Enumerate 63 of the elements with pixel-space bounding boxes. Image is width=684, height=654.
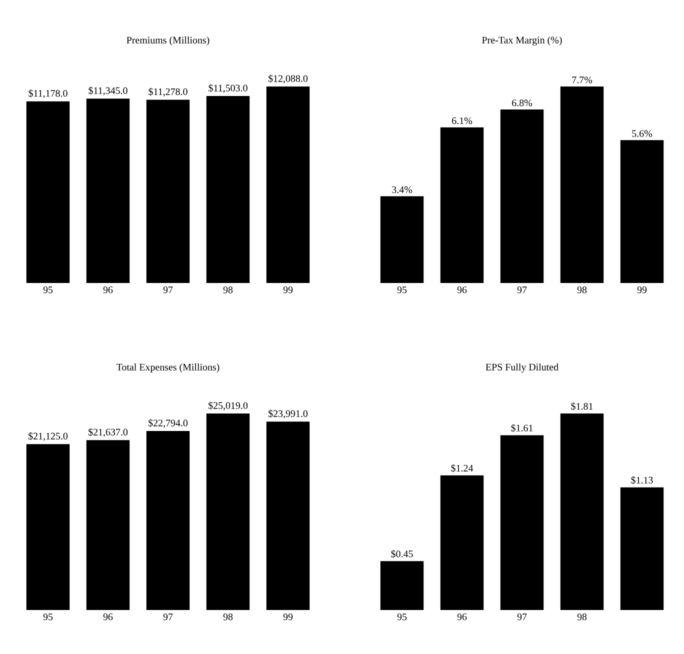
x-tick-label: 98 xyxy=(223,614,233,620)
bar xyxy=(86,98,130,283)
x-tick-label: 97 xyxy=(517,286,527,294)
data-label: 3.4% xyxy=(392,186,412,194)
bar xyxy=(560,86,604,283)
bar xyxy=(440,475,484,610)
bar xyxy=(266,422,310,610)
x-tick-label: 96 xyxy=(457,286,467,294)
x-tick-label: 96 xyxy=(103,614,113,620)
bar xyxy=(146,100,190,283)
data-label: 6.8% xyxy=(512,100,532,106)
x-tick-label: 96 xyxy=(457,614,467,620)
data-label: $1.61 xyxy=(511,424,533,432)
x-tick-label: 99 xyxy=(283,286,293,294)
bar xyxy=(500,435,544,610)
bar xyxy=(440,127,484,283)
data-label: $21,125.0 xyxy=(28,432,68,441)
data-label: $11,278.0 xyxy=(148,88,188,97)
x-tick-label: 95 xyxy=(397,614,407,620)
data-label: 7.7% xyxy=(572,76,592,84)
data-label: $11,503.0 xyxy=(208,84,248,93)
data-label: $11,178.0 xyxy=(28,89,68,98)
x-tick-label: 95 xyxy=(43,614,53,620)
x-tick-label: 98 xyxy=(223,286,233,294)
bar xyxy=(266,86,310,283)
bar xyxy=(26,101,70,283)
data-label: $1.24 xyxy=(451,464,474,472)
x-tick-label: 98 xyxy=(577,286,587,294)
data-label: $0.45 xyxy=(391,550,413,558)
x-tick-label: 97 xyxy=(163,286,173,294)
chart-title: EPS Fully Diluted xyxy=(486,363,558,373)
data-label: $1.81 xyxy=(571,402,593,410)
bar xyxy=(560,414,604,610)
chart-title: Pre-Tax Margin (%) xyxy=(482,36,562,46)
data-label: $12,088.0 xyxy=(268,74,308,84)
bar xyxy=(500,109,544,283)
x-tick-label: 95 xyxy=(397,286,407,294)
x-tick-label: 97 xyxy=(517,614,527,620)
chart-title: Total Expenses (Millions) xyxy=(116,363,220,373)
data-label: $23,991.0 xyxy=(268,410,308,418)
data-label: $25,019.0 xyxy=(208,402,248,410)
data-label: $22,794.0 xyxy=(148,419,188,428)
chart-title: Premiums (Millions) xyxy=(126,36,210,46)
bar xyxy=(146,431,190,610)
bar xyxy=(380,196,424,283)
x-tick-label: 95 xyxy=(43,286,53,294)
bar xyxy=(620,487,664,610)
bar xyxy=(86,440,130,610)
bar xyxy=(380,561,424,610)
data-label: 6.1% xyxy=(452,117,472,124)
bar xyxy=(206,96,250,283)
bar xyxy=(26,444,70,610)
x-tick-label: 99 xyxy=(637,286,647,294)
x-tick-label: 98 xyxy=(577,614,587,620)
data-label: $11,345.0 xyxy=(88,86,128,96)
x-tick-label: 96 xyxy=(103,286,113,294)
x-tick-label: 99 xyxy=(283,614,293,620)
x-tick-label: 97 xyxy=(163,614,173,620)
data-label: $21,637.0 xyxy=(88,428,128,437)
data-label: $1.13 xyxy=(631,476,653,484)
data-label: 5.6% xyxy=(632,130,652,137)
bar xyxy=(620,140,664,283)
bar xyxy=(206,414,250,610)
